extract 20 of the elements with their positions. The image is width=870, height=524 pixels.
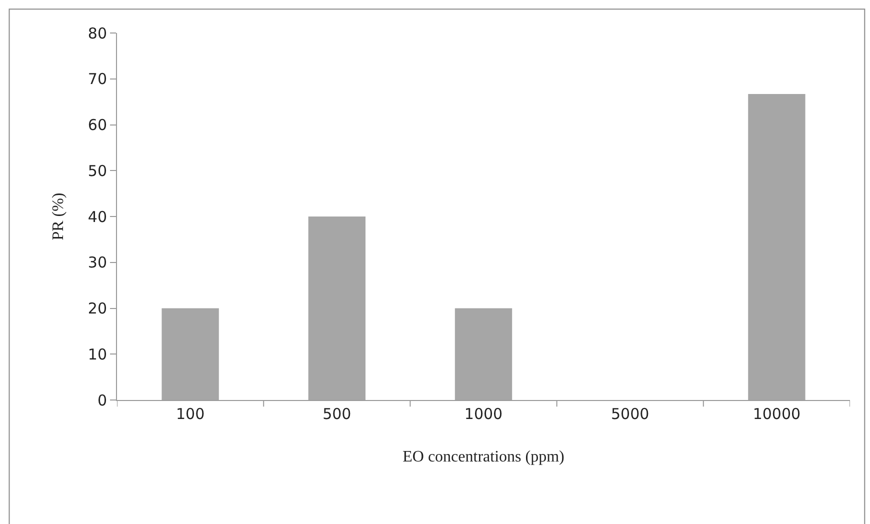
y-tick-label: 0 [97,391,107,410]
bar [162,308,219,400]
y-tick-label: 10 [88,345,107,364]
y-tick-label: 50 [88,162,107,180]
y-tick-label: 60 [88,116,107,134]
x-axis-title: EO concentrations (ppm) [402,448,564,466]
bar [748,94,806,400]
x-tick-label: 100 [176,405,205,423]
y-tick-label: 20 [88,300,107,318]
y-tick-label: 70 [88,70,107,88]
x-tick-label: 1000 [464,405,503,423]
x-tick-label: 10000 [752,405,801,423]
bar [454,308,512,400]
y-tick-label: 40 [88,208,107,226]
x-tick-label: 500 [322,405,352,423]
x-tick-label: 5000 [611,405,650,423]
y-tick-label: 80 [88,24,107,42]
y-tick-label: 30 [88,254,107,272]
bar [308,216,366,400]
y-axis-title: PR (%) [50,192,67,240]
